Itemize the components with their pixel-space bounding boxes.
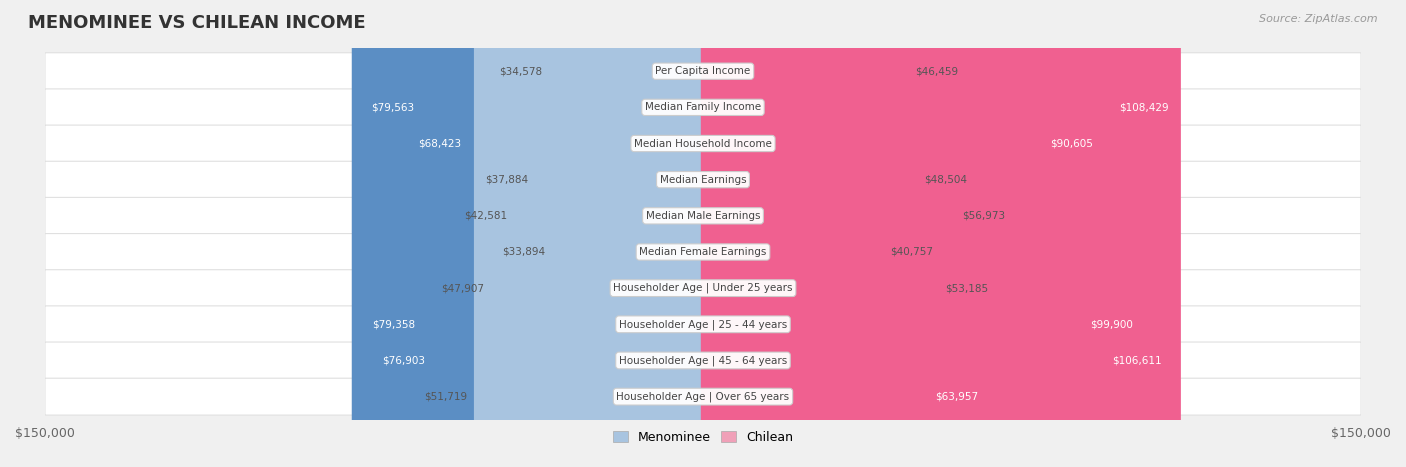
FancyBboxPatch shape [700, 0, 986, 467]
FancyBboxPatch shape [45, 161, 1361, 198]
Text: Median Family Income: Median Family Income [645, 102, 761, 113]
FancyBboxPatch shape [45, 89, 1361, 126]
Text: $108,429: $108,429 [1119, 102, 1170, 113]
FancyBboxPatch shape [45, 53, 1361, 90]
FancyBboxPatch shape [401, 0, 706, 467]
Text: $63,957: $63,957 [935, 392, 979, 402]
Text: Median Female Earnings: Median Female Earnings [640, 247, 766, 257]
FancyBboxPatch shape [363, 0, 706, 467]
Text: $68,423: $68,423 [418, 139, 461, 149]
FancyBboxPatch shape [45, 378, 1361, 415]
FancyBboxPatch shape [45, 234, 1361, 270]
FancyBboxPatch shape [353, 0, 706, 467]
Text: Source: ZipAtlas.com: Source: ZipAtlas.com [1260, 14, 1378, 24]
FancyBboxPatch shape [45, 342, 1361, 379]
Text: $46,459: $46,459 [915, 66, 959, 76]
Text: Median Household Income: Median Household Income [634, 139, 772, 149]
Text: $56,973: $56,973 [962, 211, 1005, 221]
FancyBboxPatch shape [45, 270, 1361, 307]
FancyBboxPatch shape [45, 198, 1361, 234]
Text: Median Male Earnings: Median Male Earnings [645, 211, 761, 221]
Text: $37,884: $37,884 [485, 175, 529, 184]
Text: $34,578: $34,578 [499, 66, 543, 76]
FancyBboxPatch shape [550, 0, 706, 467]
Text: $90,605: $90,605 [1050, 139, 1092, 149]
FancyBboxPatch shape [700, 0, 1143, 467]
Text: $33,894: $33,894 [502, 247, 546, 257]
Text: MENOMINEE VS CHILEAN INCOME: MENOMINEE VS CHILEAN INCOME [28, 14, 366, 32]
Text: $106,611: $106,611 [1112, 355, 1161, 366]
FancyBboxPatch shape [700, 0, 884, 467]
FancyBboxPatch shape [45, 125, 1361, 162]
FancyBboxPatch shape [700, 0, 918, 467]
Text: Householder Age | Under 25 years: Householder Age | Under 25 years [613, 283, 793, 293]
Text: Householder Age | Over 65 years: Householder Age | Over 65 years [616, 391, 790, 402]
Text: Householder Age | 25 - 44 years: Householder Age | 25 - 44 years [619, 319, 787, 330]
FancyBboxPatch shape [700, 0, 939, 467]
Text: $99,900: $99,900 [1090, 319, 1132, 329]
FancyBboxPatch shape [534, 0, 706, 467]
Text: $79,358: $79,358 [373, 319, 415, 329]
FancyBboxPatch shape [553, 0, 706, 467]
FancyBboxPatch shape [700, 0, 1181, 467]
Text: $51,719: $51,719 [425, 392, 467, 402]
Text: Per Capita Income: Per Capita Income [655, 66, 751, 76]
FancyBboxPatch shape [515, 0, 706, 467]
FancyBboxPatch shape [474, 0, 706, 467]
Text: $42,581: $42,581 [464, 211, 508, 221]
Text: $48,504: $48,504 [925, 175, 967, 184]
Text: $79,563: $79,563 [371, 102, 415, 113]
FancyBboxPatch shape [700, 0, 955, 467]
FancyBboxPatch shape [700, 0, 1173, 467]
Text: $53,185: $53,185 [945, 283, 988, 293]
Text: Householder Age | 45 - 64 years: Householder Age | 45 - 64 years [619, 355, 787, 366]
Text: $47,907: $47,907 [441, 283, 484, 293]
FancyBboxPatch shape [700, 0, 1102, 467]
FancyBboxPatch shape [491, 0, 706, 467]
Legend: Menominee, Chilean: Menominee, Chilean [613, 431, 793, 444]
FancyBboxPatch shape [45, 306, 1361, 343]
FancyBboxPatch shape [352, 0, 706, 467]
Text: Median Earnings: Median Earnings [659, 175, 747, 184]
FancyBboxPatch shape [700, 0, 910, 467]
Text: $76,903: $76,903 [382, 355, 426, 366]
Text: $40,757: $40,757 [890, 247, 934, 257]
